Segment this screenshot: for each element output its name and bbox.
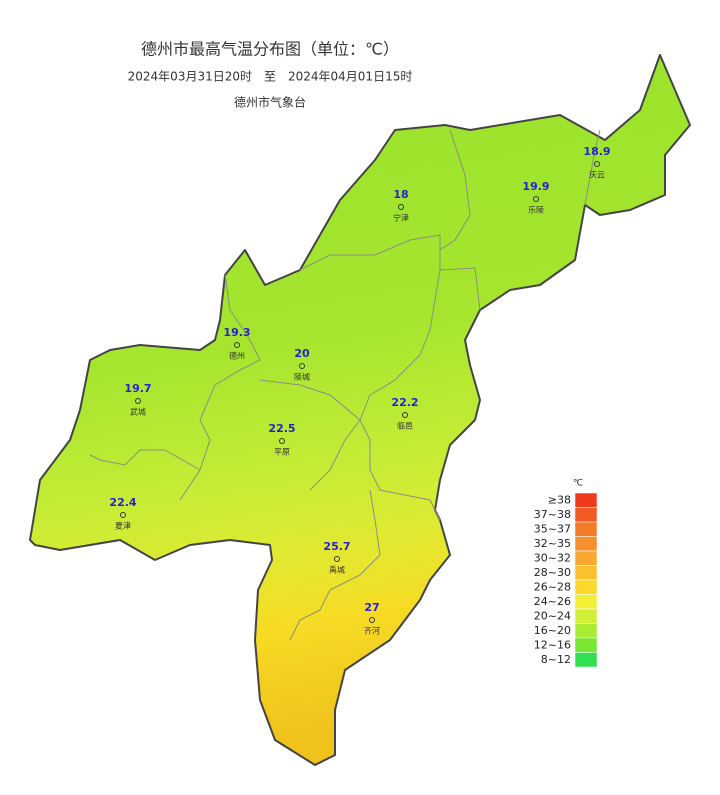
station-dot [533, 196, 539, 202]
station-name: 齐河 [364, 626, 380, 636]
legend-unit: ℃ [573, 479, 583, 489]
station-dot [234, 342, 240, 348]
legend-label: ≥38 [548, 494, 571, 507]
station-name: 乐陵 [528, 205, 544, 215]
legend-swatch [574, 507, 598, 523]
station-dot [334, 556, 340, 562]
legend-label: 30~32 [534, 552, 571, 565]
legend-swatch [574, 608, 598, 624]
legend-swatch [574, 637, 598, 653]
station-dot [594, 161, 600, 167]
station-dot [299, 363, 305, 369]
station-name: 禹城 [329, 566, 345, 575]
station-name: 宁津 [393, 213, 409, 223]
station-name: 德州 [229, 351, 245, 361]
legend-swatch [574, 565, 598, 581]
legend-swatch [574, 550, 598, 566]
legend-swatch [574, 623, 598, 639]
legend-label: 8~12 [541, 653, 571, 666]
station-dot [369, 617, 375, 623]
legend-label: 28~30 [534, 566, 571, 579]
station-value: 22.4 [109, 496, 136, 509]
station-value: 18 [393, 188, 408, 201]
legend-swatch [574, 579, 598, 595]
period: 2024年03月31日20时 至 2024年04月01日15时 [128, 70, 413, 84]
station-name: 临邑 [397, 421, 413, 431]
station-value: 18.9 [583, 145, 610, 158]
station-name: 庆云 [589, 170, 605, 180]
station-dot [135, 398, 141, 404]
legend-swatch [574, 652, 598, 668]
station-value: 19.3 [223, 326, 250, 339]
station-name: 夏津 [115, 521, 131, 531]
legend-swatch [574, 536, 598, 552]
source: 德州市气象台 [234, 95, 306, 110]
legend-label: 26~28 [534, 581, 571, 594]
station-dot [120, 512, 126, 518]
station-value: 19.9 [522, 180, 549, 193]
region-outline [29, 54, 691, 766]
legend-label: 20~24 [534, 610, 571, 623]
county-borders [89, 129, 601, 641]
station-value: 25.7 [323, 540, 350, 553]
legend-label: 32~35 [534, 537, 571, 550]
station-value: 19.7 [124, 382, 151, 395]
station-dot [398, 204, 404, 210]
station-dot [279, 438, 285, 444]
legend-label: 16~20 [534, 624, 571, 637]
title: 德州市最高气温分布图（单位：℃） [141, 40, 399, 59]
legend-swatch [574, 594, 598, 610]
station-dot [402, 412, 408, 418]
legend-swatch [574, 521, 598, 537]
station-value: 22.2 [391, 396, 418, 409]
station-value: 27 [364, 601, 379, 614]
station-value: 22.5 [268, 422, 295, 435]
station-value: 20 [294, 347, 310, 360]
station-name: 陵城 [294, 373, 310, 382]
legend-label: 37~38 [534, 508, 571, 521]
station-name: 平原 [274, 448, 290, 457]
legend-label: 12~16 [534, 639, 571, 652]
legend-label: 24~26 [534, 595, 571, 608]
station-name: 武城 [130, 407, 146, 417]
legend-label: 35~37 [534, 523, 571, 536]
legend-swatch [574, 492, 598, 508]
